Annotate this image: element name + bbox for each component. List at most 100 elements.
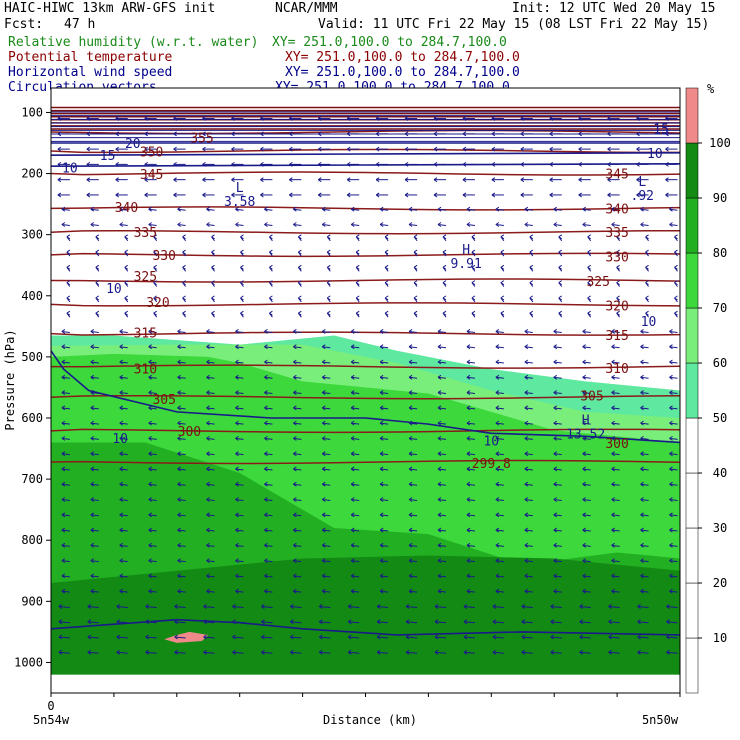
vector-head bbox=[379, 435, 384, 441]
vector-head bbox=[174, 649, 178, 655]
vector bbox=[640, 208, 649, 211]
vector-head bbox=[611, 222, 615, 227]
vector bbox=[466, 224, 476, 226]
vector-head bbox=[495, 206, 500, 212]
vector-head bbox=[232, 649, 236, 655]
vector-head bbox=[375, 161, 380, 167]
vector bbox=[409, 437, 418, 440]
vector-head bbox=[115, 116, 120, 121]
vector-head bbox=[86, 146, 91, 152]
vector-head bbox=[177, 481, 181, 487]
vector bbox=[119, 575, 128, 578]
vector bbox=[90, 575, 99, 578]
vector-head bbox=[611, 451, 615, 457]
vector bbox=[61, 437, 70, 440]
vector bbox=[264, 453, 273, 456]
vector-head bbox=[317, 131, 322, 137]
vector bbox=[611, 544, 620, 547]
vector-head bbox=[119, 390, 124, 395]
vector-head bbox=[524, 451, 529, 457]
vector-head bbox=[293, 466, 297, 472]
vector bbox=[582, 590, 591, 593]
vector bbox=[611, 346, 620, 349]
vector-head bbox=[669, 222, 673, 227]
vector-head bbox=[235, 222, 239, 227]
vector-head bbox=[404, 146, 409, 152]
vector-head bbox=[608, 604, 612, 609]
vector-head bbox=[640, 329, 644, 334]
colorbar-segment bbox=[685, 582, 699, 639]
colorbar-label: 10 bbox=[713, 631, 727, 645]
vector-head bbox=[524, 573, 529, 579]
vector bbox=[495, 453, 504, 456]
vector bbox=[206, 407, 215, 410]
vector bbox=[206, 514, 215, 517]
vector-head bbox=[640, 405, 644, 411]
vector-head bbox=[466, 206, 471, 212]
colorbar-segment bbox=[685, 142, 699, 199]
vector bbox=[437, 208, 447, 211]
vector-head bbox=[290, 604, 294, 609]
vector-head bbox=[148, 405, 152, 411]
vector-head bbox=[90, 451, 95, 457]
vector bbox=[322, 590, 331, 593]
vector-head bbox=[90, 329, 95, 334]
vector bbox=[380, 224, 389, 226]
vector-head bbox=[379, 206, 384, 212]
y-tick-label: 500 bbox=[21, 350, 43, 364]
vector bbox=[232, 621, 244, 624]
vector-head bbox=[640, 435, 644, 441]
vector bbox=[90, 392, 99, 395]
vector-head bbox=[491, 192, 496, 198]
vector-head bbox=[553, 558, 558, 564]
vector bbox=[463, 621, 475, 624]
vector bbox=[351, 422, 360, 425]
vector-head bbox=[61, 527, 66, 533]
vector-head bbox=[346, 192, 351, 198]
field-theta-name: Potential temperature bbox=[8, 50, 173, 65]
theta-contour-350 bbox=[50, 148, 681, 154]
vector bbox=[116, 621, 128, 624]
vector-head bbox=[611, 466, 615, 472]
vector bbox=[434, 605, 447, 608]
vector-head bbox=[58, 649, 63, 655]
vector-head bbox=[86, 192, 91, 198]
colorbar-label: 50 bbox=[713, 411, 727, 425]
vector-head bbox=[148, 542, 152, 548]
theta-label: 320 bbox=[146, 296, 169, 311]
field-wind-xy: XY= 251.0,100.0 to 284.7,100.0 bbox=[285, 65, 520, 80]
vector-head bbox=[58, 634, 63, 640]
vector bbox=[637, 621, 649, 624]
vector-head bbox=[202, 161, 206, 167]
vector bbox=[582, 499, 591, 501]
vector-head bbox=[148, 527, 152, 533]
vector bbox=[669, 575, 678, 578]
vector bbox=[611, 407, 620, 410]
vector bbox=[232, 636, 244, 639]
vector bbox=[409, 376, 418, 379]
vector-head bbox=[550, 619, 555, 625]
vector-head bbox=[326, 295, 331, 301]
x-tick-0: 0 bbox=[47, 699, 54, 713]
theta-contour-310 bbox=[50, 364, 681, 369]
vector-head bbox=[119, 344, 124, 350]
vector-head bbox=[437, 405, 442, 411]
vector bbox=[177, 224, 186, 226]
vector bbox=[351, 361, 360, 364]
vector bbox=[351, 514, 360, 517]
vector bbox=[553, 483, 562, 486]
vector-head bbox=[408, 512, 413, 518]
vector-head bbox=[553, 390, 558, 395]
vector bbox=[322, 544, 331, 547]
vector-head bbox=[375, 116, 380, 121]
vector-head bbox=[173, 161, 177, 167]
vector bbox=[409, 407, 418, 410]
vector-head bbox=[500, 264, 505, 270]
vector bbox=[119, 544, 128, 547]
vector-head bbox=[119, 542, 124, 548]
vector bbox=[90, 361, 99, 364]
vector bbox=[119, 453, 128, 456]
vector-head bbox=[289, 177, 293, 183]
vector bbox=[524, 544, 533, 547]
vector bbox=[669, 483, 678, 486]
